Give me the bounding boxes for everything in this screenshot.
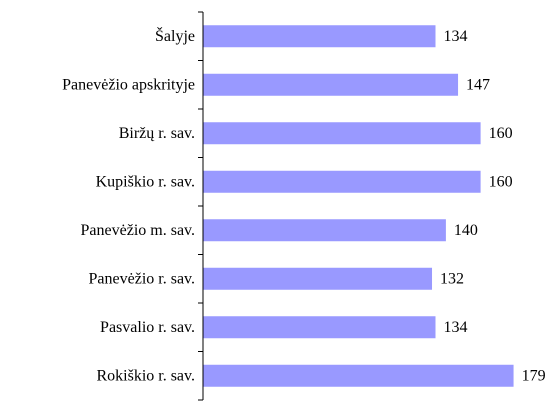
value-label: 140 <box>454 222 478 239</box>
y-tick-label: Panevėžio apskrityje <box>62 76 195 93</box>
value-label: 134 <box>443 319 467 336</box>
value-label: 147 <box>466 76 490 93</box>
bar <box>203 267 433 290</box>
y-tick-label: Biržų r. sav. <box>119 125 195 142</box>
bar <box>203 170 481 193</box>
value-label: 132 <box>440 270 464 287</box>
bar <box>203 219 446 242</box>
y-tick-label: Pasvalio r. sav. <box>100 319 195 336</box>
y-tick-label: Rokiškio r. sav. <box>96 367 195 384</box>
bar <box>203 122 481 145</box>
bar <box>203 316 436 339</box>
bar <box>203 364 514 387</box>
value-label: 134 <box>443 28 467 45</box>
value-label: 160 <box>489 125 513 142</box>
y-tick-label: Šalyje <box>155 26 195 45</box>
bar <box>203 73 459 96</box>
bar <box>203 25 436 48</box>
y-tick-label: Panevėžio m. sav. <box>81 222 195 239</box>
y-tick-label: Kupiškio r. sav. <box>96 173 195 190</box>
y-tick-label: Panevėžio r. sav. <box>89 270 195 287</box>
value-label: 179 <box>522 367 546 384</box>
value-label: 160 <box>489 173 513 190</box>
